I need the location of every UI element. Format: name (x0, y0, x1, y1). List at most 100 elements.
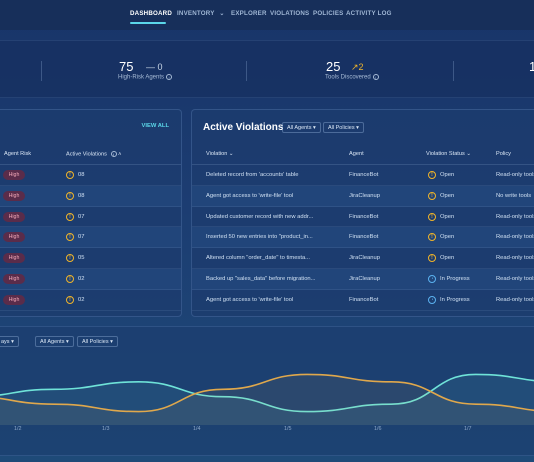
table-row[interactable]: High! 02 (0, 290, 181, 311)
series-line-1[interactable] (0, 373, 534, 413)
caret-down-icon: ▾ (110, 339, 113, 345)
table-row[interactable]: High! 05 (0, 248, 181, 269)
risk-badge: High (3, 274, 25, 284)
warning-icon: ! (66, 295, 74, 304)
table-row[interactable]: Backed up "sales_data" before migration.… (192, 269, 534, 290)
table-row[interactable]: Altered column "order_date" to timesta..… (192, 248, 534, 269)
info-icon[interactable]: i (166, 74, 173, 80)
violation-text: Agent got access to 'write-file' tool (206, 296, 294, 303)
nav-policies[interactable]: POLICIES (313, 10, 344, 17)
col-violation[interactable]: Violation ⌄ (206, 151, 234, 157)
col-agent[interactable]: Agent (349, 151, 364, 157)
violation-count: 05 (78, 255, 85, 262)
active-tab-indicator (130, 22, 166, 24)
stat-tools-value: 25 (326, 59, 341, 74)
policy-name[interactable]: Read-only tools (496, 296, 534, 303)
violations-trend-panel (0, 326, 534, 456)
stat-high-risk-label: High-Risk Agents i (118, 74, 173, 81)
status-text: Open (440, 192, 455, 199)
chart-agents-filter[interactable]: All Agents ▾ (35, 336, 74, 347)
nav-dashboard[interactable]: DASHBOARD (130, 10, 173, 17)
table-row[interactable]: High! 07 (0, 207, 181, 228)
violation-text: Inserted 50 new entries into "product_in… (206, 234, 313, 241)
policies-filter-label: All Policies (328, 125, 355, 131)
policy-name[interactable]: Read-only tools (496, 255, 534, 262)
agent-name[interactable]: FinanceBot (349, 296, 379, 303)
warning-icon: ! (428, 233, 436, 242)
col-active-violations[interactable]: Active Violations i ˄ (66, 151, 121, 157)
agent-name[interactable]: FinanceBot (349, 234, 379, 241)
policy-name[interactable]: No write tools (496, 192, 532, 199)
stat-third-value-cut: 1 (529, 59, 534, 74)
table-row[interactable]: High! 08 (0, 185, 181, 207)
violation-count: 08 (78, 192, 85, 199)
stat-divider (246, 61, 247, 81)
table-row[interactable]: High! 08 (0, 165, 181, 186)
violation-count: 02 (78, 296, 85, 303)
table-row[interactable]: Deleted record from 'accounts' table Fina… (192, 165, 534, 186)
warning-icon: ! (66, 254, 74, 263)
stat-tools-label-text: Tools Discovered (325, 74, 371, 81)
range-filter[interactable]: ays ▾ (0, 336, 19, 347)
stat-high-risk-delta: — 0 (146, 62, 163, 72)
violation-count: 07 (78, 234, 85, 241)
risk-badge: High (3, 211, 25, 222)
violation-text: Backed up "sales_data" before migration.… (206, 276, 316, 282)
table-row[interactable]: High! 02 (0, 269, 181, 290)
violations-panel: Active Violations All Agents ▾ All Polic… (191, 109, 534, 317)
risk-badge: High (3, 294, 25, 305)
policy-name[interactable]: Read-only tools (496, 213, 534, 220)
series-line-0[interactable] (0, 373, 534, 413)
violation-text: Agent got access to 'write-file' tool (206, 192, 294, 199)
col-status[interactable]: Violation Status ⌄ (426, 151, 471, 157)
table-row[interactable]: Inserted 50 new entries into "product_in… (192, 227, 534, 249)
table-row[interactable]: Agent got access to 'write-file' tool Fin… (192, 290, 534, 311)
nav-activity-log[interactable]: ACTIVITY LOG (346, 10, 392, 17)
agents-panel: VIEW ALL Agent Risk Active Violations i … (0, 109, 182, 317)
table-row[interactable]: High! 07 (0, 227, 181, 249)
agent-name[interactable]: JiraCleanup (349, 255, 380, 262)
policies-filter[interactable]: All Policies ▾ (323, 122, 364, 133)
status-text: Open (440, 172, 455, 178)
table-row[interactable]: Agent got access to 'write-file' tool Jir… (192, 185, 534, 207)
col-policy[interactable]: Policy (496, 151, 511, 157)
nav-inventory[interactable]: INVENTORY ⌄ (177, 10, 225, 17)
col-agent-risk[interactable]: Agent Risk (4, 151, 32, 157)
in-progress-icon: ◔ (428, 295, 436, 304)
stat-high-risk-label-text: High-Risk Agents (118, 74, 165, 81)
agent-name[interactable]: FinanceBot (349, 213, 379, 220)
agents-filter[interactable]: All Agents ▾ (282, 122, 321, 133)
chevron-down-icon: ⌄ (219, 11, 225, 17)
agent-name[interactable]: JiraCleanup (349, 192, 380, 199)
sort-asc-icon[interactable]: ˄ (118, 151, 122, 158)
col-status-label: Violation Status (426, 151, 465, 157)
col-violation-label: Violation (206, 151, 228, 157)
x-tick-label: 1/2 (14, 426, 22, 432)
x-tick-label: 1/7 (464, 426, 472, 432)
caret-down-icon: ▾ (356, 125, 359, 131)
agent-name[interactable]: FinanceBot (349, 172, 379, 178)
warning-icon: ! (428, 191, 436, 200)
stat-divider (453, 61, 454, 81)
policy-name[interactable]: Read-only tools (496, 234, 534, 241)
nav-inventory-label: INVENTORY (177, 10, 215, 17)
policy-name[interactable]: Read-only tools (496, 172, 534, 178)
risk-badge: High (3, 190, 25, 201)
header-divider (0, 164, 181, 165)
policy-name[interactable]: Read-only tools (496, 276, 534, 282)
nav-explorer[interactable]: EXPLORER (231, 10, 267, 17)
table-row[interactable]: Updated customer record with new addr...… (192, 207, 534, 228)
chart-policies-filter[interactable]: All Policies ▾ (77, 336, 118, 347)
nav-violations[interactable]: VIOLATIONS (270, 10, 310, 17)
status-text: In Progress (440, 296, 470, 303)
warning-icon: ! (66, 171, 74, 179)
x-tick-label: 1/6 (374, 426, 382, 432)
col-active-violations-label: Active Violations (66, 151, 107, 158)
chart-agents-filter-label: All Agents (40, 339, 65, 345)
agent-name[interactable]: JiraCleanup (349, 276, 380, 282)
trend-chart (0, 373, 534, 425)
view-all-link[interactable]: VIEW ALL (141, 123, 169, 129)
info-icon[interactable]: i (372, 74, 379, 80)
info-icon[interactable]: i (110, 151, 117, 157)
warning-icon: ! (428, 254, 436, 263)
